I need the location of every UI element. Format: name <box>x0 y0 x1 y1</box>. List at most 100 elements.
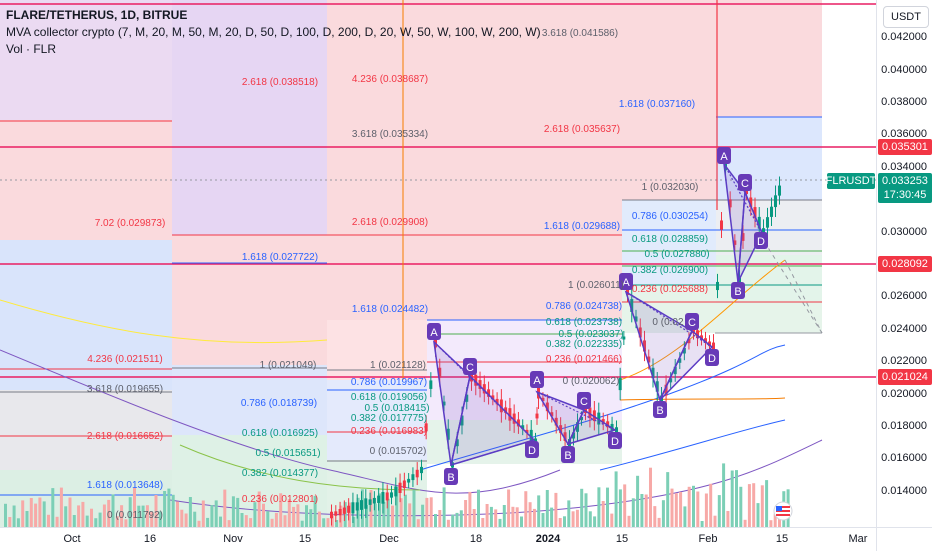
volume-bar <box>769 520 773 527</box>
volume-bar <box>739 486 743 527</box>
volume-bar <box>434 514 437 527</box>
fib-level-label: 0.236 (0.021466) <box>546 354 622 365</box>
volume-bar <box>722 463 726 527</box>
candle-body <box>592 410 596 422</box>
svg-text:B: B <box>734 286 741 298</box>
pattern-point-d[interactable]: D <box>608 432 622 449</box>
projection-line <box>759 234 823 334</box>
indicator-legend[interactable]: MVA collector crypto (7, M, 20, M, 50, M… <box>6 25 541 39</box>
volume-bar <box>636 475 640 527</box>
candle-body <box>550 412 554 417</box>
volume-bar <box>322 518 326 527</box>
candle-body <box>660 395 663 405</box>
pattern-point-b[interactable]: B <box>653 401 667 418</box>
candle-body <box>700 335 703 340</box>
fib-level-label: 0.786 (0.024738) <box>546 301 622 312</box>
candle-body <box>733 240 737 245</box>
pattern-point-c[interactable]: C <box>738 174 752 191</box>
volume-bar <box>300 520 304 527</box>
volume-bar <box>55 516 59 527</box>
pattern-point-d[interactable]: D <box>525 441 539 458</box>
pattern-point-b[interactable]: B <box>731 282 745 299</box>
time-label: 15 <box>615 533 629 545</box>
volume-bar <box>438 510 442 527</box>
volume-bar <box>180 509 184 527</box>
symbol-title[interactable]: FLARE/TETHERUS, 1D, BITRUE <box>6 8 188 22</box>
volume-bar <box>773 513 777 527</box>
volume-bar <box>464 500 468 527</box>
volume-bar <box>657 517 661 527</box>
candle-body <box>766 217 769 228</box>
time-label: 16 <box>143 533 157 545</box>
volume-bar <box>214 500 218 527</box>
fib-level-label: 0.5 (0.015651) <box>255 448 320 459</box>
volume-bar <box>687 486 691 527</box>
ma-line <box>419 344 786 471</box>
candle-body <box>534 438 537 442</box>
price-chart[interactable]: A B C D A B C D A B C D A B C D 3.618 (0.041586) 1.618 (… <box>0 0 876 527</box>
volume-bar <box>176 501 179 527</box>
volume-bar <box>545 490 549 527</box>
candle-body <box>720 220 723 230</box>
currency-button[interactable]: USDT <box>883 6 929 28</box>
ma-line <box>179 444 421 491</box>
fib-zone <box>172 0 327 235</box>
volume-bar <box>236 497 240 527</box>
price-axis[interactable]: USDT 0.042000 0.040000 0.038000 0.036000 0.0… <box>826 0 932 527</box>
svg-text:D: D <box>757 236 765 248</box>
fib-level-label: 3.618 (0.035334) <box>352 129 428 140</box>
volume-bar <box>520 516 523 527</box>
candle-body <box>692 328 695 334</box>
fib-level-label: 0.618 (0.028859) <box>632 234 708 245</box>
pattern-point-c[interactable]: C <box>463 358 477 375</box>
fib-level-label: 0.786 (0.018739) <box>241 398 317 409</box>
volume-bar <box>515 507 519 527</box>
pattern-point-c[interactable]: C <box>685 313 699 330</box>
candle-body <box>647 356 651 363</box>
pattern-point-b[interactable]: B <box>444 468 458 485</box>
svg-text:B: B <box>447 472 454 484</box>
pattern-point-b[interactable]: B <box>561 446 575 463</box>
volume-bar <box>274 512 278 527</box>
chart-canvas[interactable]: A B C D A B C D A B C D A B C D 3.618 (0.041586) 1.618 (… <box>0 0 876 527</box>
fib-level-label: 0 (0.011792) <box>107 510 163 521</box>
pattern-point-a[interactable]: A <box>717 147 731 164</box>
time-axis[interactable]: Oct 16 Nov 15 Dec 18 2024 15 Feb 15 Mar <box>0 527 876 551</box>
candle-body <box>521 425 525 430</box>
pattern-point-a[interactable]: A <box>427 323 441 340</box>
volume-bar <box>489 506 493 527</box>
axis-corner[interactable] <box>876 527 932 551</box>
volume-bar <box>386 498 390 527</box>
volume-bar <box>16 518 20 527</box>
fib-level-label: 0.382 (0.017775) <box>351 413 427 424</box>
candle-body <box>630 299 634 312</box>
volume-bar <box>494 509 498 527</box>
pattern-point-d[interactable]: D <box>705 349 719 366</box>
volume-bar <box>244 515 248 527</box>
fib-level-label: 1.618 (0.029688) <box>544 221 620 232</box>
volume-bar <box>369 490 373 527</box>
candle-body <box>398 482 402 493</box>
volume-bar <box>317 511 321 527</box>
candle-body <box>347 505 351 513</box>
pattern-point-c[interactable]: C <box>577 392 591 409</box>
volume-bar <box>102 504 106 527</box>
volume-bar <box>158 511 162 527</box>
price-tick: 0.014000 <box>881 485 927 497</box>
svg-text:D: D <box>708 353 716 365</box>
fib-zone <box>0 0 172 120</box>
volume-bar <box>498 518 502 527</box>
candle-body <box>643 340 646 352</box>
candle-body <box>712 342 715 352</box>
volume-bar <box>64 506 68 527</box>
pattern-point-d[interactable]: D <box>754 232 768 249</box>
candle-body <box>626 288 629 296</box>
candle-body <box>704 338 707 343</box>
volume-bar <box>227 520 231 527</box>
symbol-badge: FLRUSDT <box>825 173 877 189</box>
pattern-point-a[interactable]: A <box>619 273 633 290</box>
pattern-point-a[interactable]: A <box>530 371 544 388</box>
volume-bar <box>223 489 227 527</box>
volume-legend[interactable]: Vol · FLR <box>6 42 57 56</box>
volume-bar <box>21 500 25 527</box>
